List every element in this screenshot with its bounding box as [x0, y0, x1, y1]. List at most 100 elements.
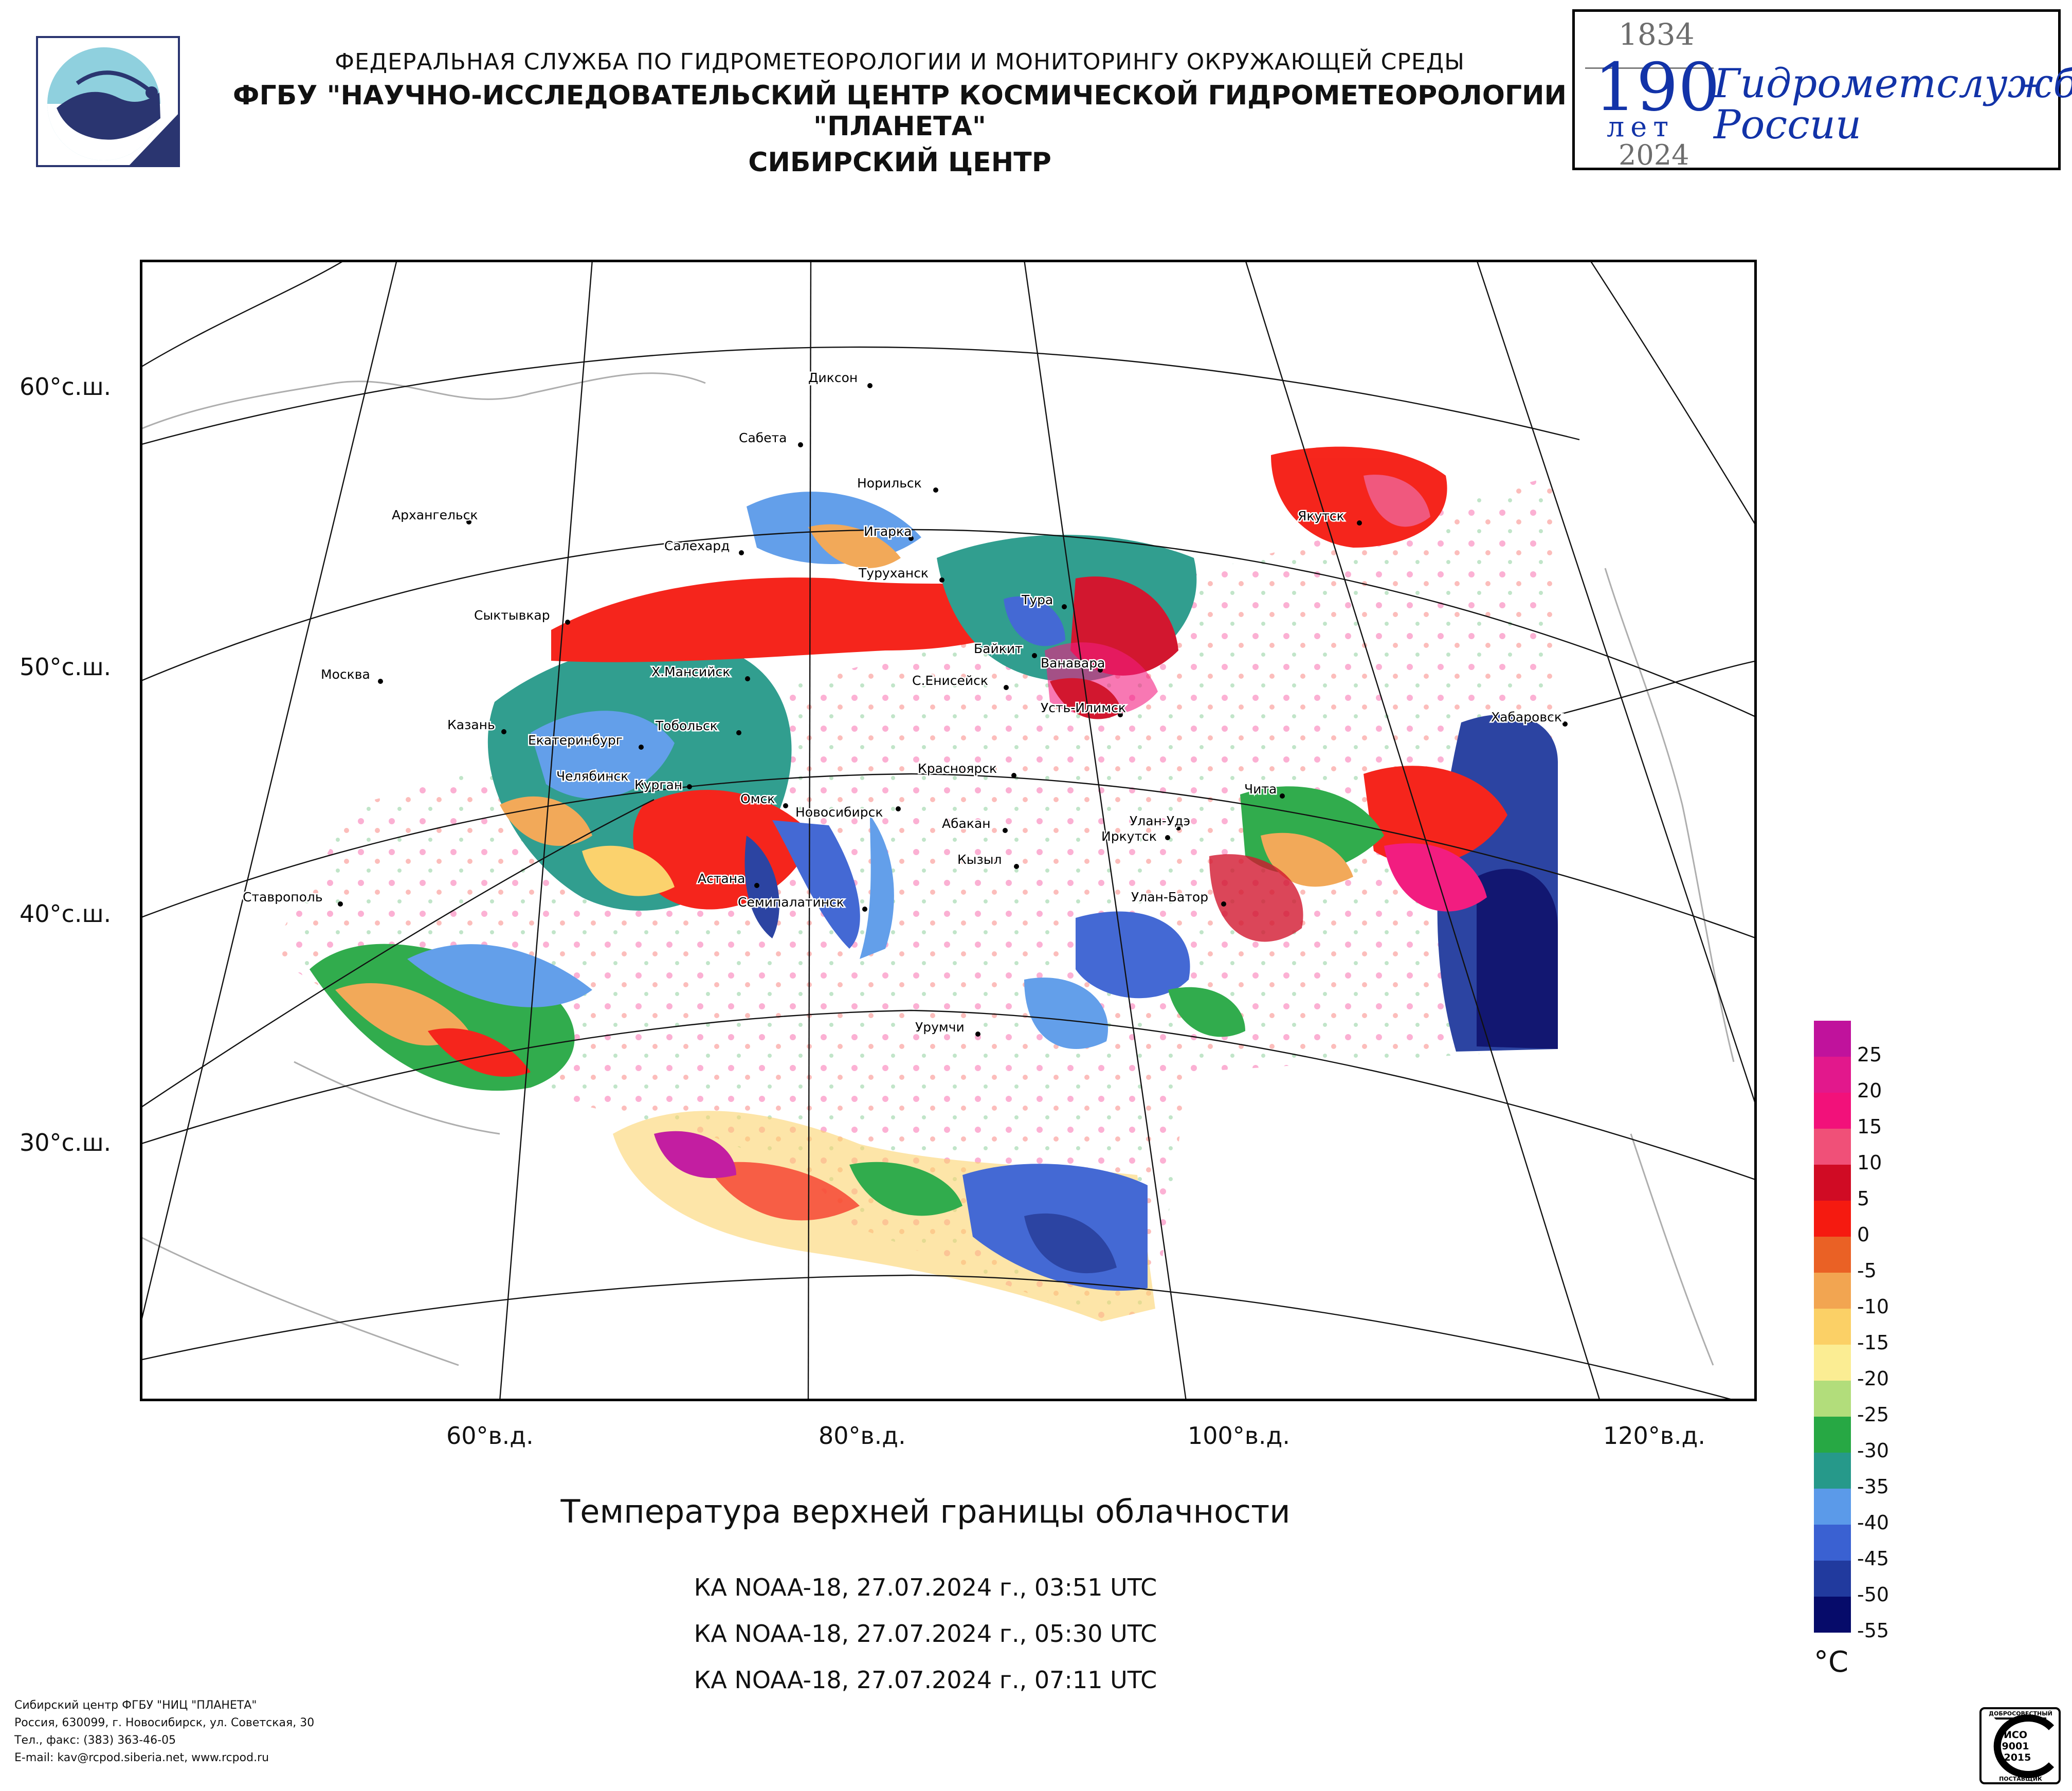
- legend-swatch: [1814, 1453, 1851, 1489]
- lon-label-80: 80°в.д.: [819, 1422, 906, 1450]
- legend-swatch: [1814, 1345, 1851, 1381]
- legend-swatch: [1814, 1417, 1851, 1453]
- center-name: ФГБУ "НАУЧНО-ИССЛЕДОВАТЕЛЬСКИЙ ЦЕНТР КОС…: [232, 80, 1567, 142]
- footer-line1: Сибирский центр ФГБУ "НИЦ "ПЛАНЕТА": [14, 1699, 257, 1712]
- anniversary-slogan-line2: России: [1714, 102, 1862, 148]
- legend-label: 20: [1857, 1079, 1882, 1102]
- coastlines: [140, 372, 1735, 1366]
- anniversary-badge: 1834 190 лет Гидрометслужбе России 2024: [1572, 9, 2072, 170]
- svg-text:С.Енисейск: С.Енисейск: [912, 673, 988, 688]
- svg-text:Игарка: Игарка: [864, 524, 912, 539]
- legend-label: -50: [1857, 1583, 1889, 1606]
- svg-text:Салехард: Салехард: [664, 538, 730, 553]
- city-labels: Диксон Сабета Норильск Архангельск Игарк…: [242, 369, 1564, 1036]
- svg-text:Ванавара: Ванавара: [1041, 656, 1105, 671]
- svg-text:Байкит: Байкит: [974, 641, 1023, 656]
- legend-swatch: [1814, 1021, 1851, 1057]
- iso-badge: ДОБРОСОВЕСТНЫЙ ИСО 9001 -2015 ПОСТАВЩИК: [1979, 1707, 2061, 1784]
- svg-text:Тура: Тура: [1021, 592, 1053, 607]
- legend-label: -35: [1857, 1475, 1889, 1498]
- legend-swatch: [1814, 1597, 1851, 1633]
- lon-label-100: 100°в.д.: [1188, 1422, 1290, 1450]
- svg-text:ИСО: ИСО: [2004, 1729, 2027, 1741]
- legend-unit: °C: [1814, 1645, 1849, 1679]
- lat-label-40: 40°с.ш.: [20, 900, 112, 928]
- legend-label: 0: [1857, 1223, 1870, 1246]
- legend-swatch: [1814, 1237, 1851, 1273]
- svg-text:Челябинск: Челябинск: [556, 769, 628, 784]
- svg-text:Чита: Чита: [1244, 782, 1277, 797]
- svg-text:Якутск: Якутск: [1298, 509, 1344, 523]
- svg-text:ПОСТАВЩИК: ПОСТАВЩИК: [1999, 1776, 2042, 1782]
- legend-swatch: [1814, 1489, 1851, 1525]
- graticule: [140, 260, 1757, 1401]
- legend-swatch: [1814, 1129, 1851, 1165]
- svg-text:Усть-Илимск: Усть-Илимск: [1041, 700, 1126, 715]
- pass-1: КА NOAA-18, 27.07.2024 г., 03:51 UTC: [694, 1573, 1157, 1601]
- legend-swatch: [1814, 1525, 1851, 1561]
- lon-label-120: 120°в.д.: [1603, 1422, 1705, 1450]
- svg-text:Диксон: Диксон: [808, 370, 858, 385]
- svg-text:Кызыл: Кызыл: [957, 852, 1002, 867]
- map-title: Температура верхней границы облачности: [560, 1493, 1291, 1530]
- svg-text:9001: 9001: [2002, 1741, 2029, 1752]
- svg-text:Абакан: Абакан: [942, 816, 991, 831]
- legend-label: -30: [1857, 1439, 1889, 1462]
- header: ФЕДЕРАЛЬНАЯ СЛУЖБА ПО ГИДРОМЕТЕОРОЛОГИИ …: [206, 49, 1594, 178]
- svg-text:Красноярск: Красноярск: [918, 761, 997, 776]
- svg-text:Х.Мансийск: Х.Мансийск: [651, 664, 730, 679]
- legend-label: -10: [1857, 1295, 1889, 1318]
- legend-label: -40: [1857, 1511, 1889, 1534]
- anniversary-number: 190: [1594, 49, 1720, 126]
- legend-label: 25: [1857, 1043, 1882, 1066]
- legend-swatch: [1814, 1093, 1851, 1129]
- svg-text:Астана: Астана: [698, 871, 745, 886]
- legend-swatch: [1814, 1165, 1851, 1201]
- svg-text:Москва: Москва: [321, 667, 370, 682]
- svg-text:Иркутск: Иркутск: [1101, 829, 1157, 844]
- svg-text:Архангельск: Архангельск: [392, 508, 478, 522]
- svg-text:Улан-Батор: Улан-Батор: [1131, 890, 1208, 904]
- svg-text:Ставрополь: Ставрополь: [243, 890, 323, 904]
- legend-swatch: [1814, 1309, 1851, 1345]
- footer-line2: Россия, 630099, г. Новосибирск, ул. Сове…: [14, 1716, 315, 1729]
- svg-text:Урумчи: Урумчи: [915, 1020, 965, 1035]
- svg-text:Хабаровск: Хабаровск: [1491, 710, 1562, 725]
- footer: Сибирский центр ФГБУ "НИЦ "ПЛАНЕТА" Росс…: [14, 1697, 314, 1767]
- legend-swatch: [1814, 1057, 1851, 1093]
- legend-label: 10: [1857, 1151, 1882, 1174]
- svg-text:Улан-Удэ: Улан-Удэ: [1130, 813, 1190, 828]
- lat-label-30: 30°с.ш.: [20, 1129, 112, 1156]
- lat-label-60: 60°с.ш.: [20, 373, 112, 401]
- pass-2: КА NOAA-18, 27.07.2024 г., 05:30 UTC: [694, 1620, 1157, 1648]
- legend-label: 5: [1857, 1187, 1870, 1210]
- anniversary-years-word: лет: [1607, 111, 1675, 143]
- svg-text:Норильск: Норильск: [857, 476, 922, 491]
- footer-line3: Тел., факс: (383) 363-46-05: [14, 1734, 176, 1747]
- svg-text:Семипалатинск: Семипалатинск: [738, 895, 844, 910]
- footer-line4: E-mail: kav@rcpod.siberia.net, www.rcpod…: [14, 1751, 269, 1764]
- svg-text:Тобольск: Тобольск: [655, 718, 718, 733]
- svg-text:Сабета: Сабета: [739, 430, 787, 445]
- legend-label: -5: [1857, 1259, 1877, 1282]
- svg-text:-2015: -2015: [2000, 1752, 2031, 1763]
- org-name: ФЕДЕРАЛЬНАЯ СЛУЖБА ПО ГИДРОМЕТЕОРОЛОГИИ …: [335, 49, 1465, 75]
- lat-label-50: 50°с.ш.: [20, 653, 112, 681]
- legend-swatch: [1814, 1273, 1851, 1309]
- svg-text:Омск: Омск: [740, 791, 775, 806]
- legend-label: 15: [1857, 1115, 1882, 1138]
- svg-text:Новосибирск: Новосибирск: [795, 805, 883, 820]
- anniversary-rule: [1585, 67, 1714, 69]
- svg-text:Туруханск: Туруханск: [858, 566, 929, 581]
- temperature-legend: 25 20 15 10 5 0 -5 -10 -15 -20 -25 -30 -35 -40 -45 -50 -…: [1814, 1021, 1968, 1643]
- legend-swatch: [1814, 1201, 1851, 1237]
- legend-label: -55: [1857, 1619, 1889, 1642]
- map-frame: [140, 260, 1757, 1401]
- legend-label: -20: [1857, 1367, 1889, 1390]
- anniversary-slogan-line1: Гидрометслужбе: [1714, 61, 2072, 107]
- anniversary-year-start: 1834: [1619, 17, 1695, 52]
- legend-label: -45: [1857, 1547, 1889, 1570]
- legend-swatch: [1814, 1561, 1851, 1597]
- svg-text:Екатеринбург: Екатеринбург: [528, 733, 623, 748]
- lon-label-60: 60°в.д.: [446, 1422, 534, 1450]
